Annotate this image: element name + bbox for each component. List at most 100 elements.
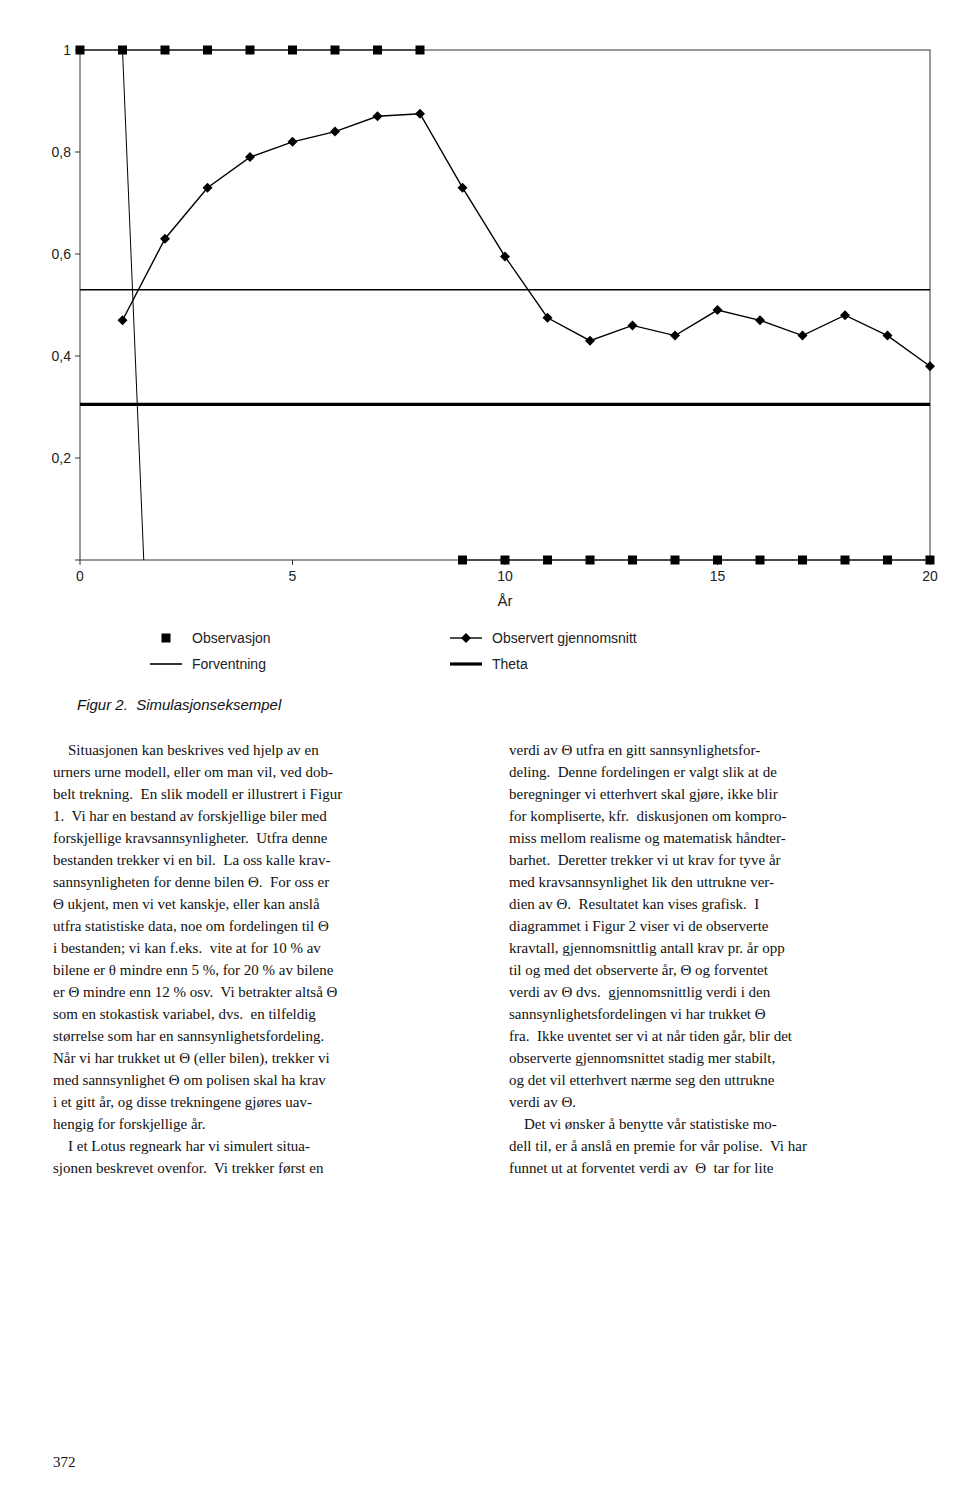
body-text-line: Når vi har trukket ut Θ (eller bilen), t…	[53, 1050, 330, 1067]
y-tick-label: 0,2	[52, 450, 72, 466]
point	[331, 46, 340, 55]
body-text-line: belt trekning. En slik modell er illustr…	[53, 786, 342, 802]
body-text-line: størrelse som har en sannsynlighetsforde…	[53, 1028, 324, 1044]
body-text-line: verdi av Θ.	[509, 1094, 576, 1110]
body-text-line: med sannsynlighet Θ om polisen skal ha k…	[53, 1072, 326, 1088]
body-text-line: beregninger vi etterhvert skal gjøre, ik…	[509, 786, 778, 802]
point	[585, 336, 595, 346]
body-text-line: funnet ut at forventet verdi av Θ tar fo…	[509, 1160, 774, 1176]
y-tick-label: 0,8	[52, 144, 72, 160]
x-tick-label: 5	[289, 568, 297, 584]
point	[203, 183, 213, 193]
point	[671, 556, 680, 565]
legend-item: Observasjon	[162, 630, 271, 646]
x-tick	[292, 560, 293, 565]
point	[330, 127, 340, 137]
point	[416, 46, 425, 55]
point	[755, 315, 765, 325]
point	[76, 46, 85, 55]
body-text-line: diagrammet i Figur 2 viser vi de observe…	[509, 918, 769, 934]
point	[543, 313, 553, 323]
point	[160, 234, 170, 244]
point	[798, 556, 807, 565]
body-text-line: miss mellom realisme og matematisk håndt…	[509, 830, 786, 846]
body-text-line: Det vi ønsker å benytte vår statistiske …	[509, 1116, 777, 1132]
body-text-line: i bestanden; vi kan f.eks. vite at for 1…	[53, 940, 321, 956]
body-text-line: I et Lotus regneark har vi simulert situ…	[53, 1138, 310, 1154]
x-tick-label: 20	[922, 568, 938, 584]
x-tick-label: 15	[710, 568, 726, 584]
point	[883, 331, 893, 341]
body-text-line: kravtall, gjennomsnittlig antall krav pr…	[509, 940, 785, 956]
point	[713, 305, 723, 315]
body-text-line: til og med det observerte år, Θ og forve…	[509, 962, 769, 978]
body-text-line: verdi av Θ dvs. gjennomsnittlig verdi i …	[509, 984, 771, 1000]
body-text-line: og det vil etterhvert nærme seg den uttr…	[509, 1072, 775, 1088]
figure-caption: Figur 2. Simulasjonseksempel	[77, 696, 282, 713]
point	[756, 556, 765, 565]
point	[798, 331, 808, 341]
point	[245, 152, 255, 162]
point	[586, 556, 595, 565]
point	[415, 109, 425, 119]
point	[118, 315, 128, 325]
body-text-line: i et gitt år, og disse trekningene gjøre…	[53, 1094, 312, 1110]
body-text-line: dien av Θ. Resultatet kan vises grafisk.…	[509, 896, 759, 912]
x-tick-label: 0	[76, 568, 84, 584]
legend-swatch	[450, 662, 482, 665]
body-text-line: sannsynligheten for denne bilen Θ. For o…	[53, 874, 329, 890]
legend-label: Observasjon	[192, 630, 271, 646]
body-text-line: sannsynlighetsfordelingen vi har trukket…	[509, 1006, 766, 1022]
body-text-line: bilene er θ mindre enn 5 %, for 20 % av …	[53, 962, 334, 978]
body-text-line: med kravsannsynlighet lik den uttrukne v…	[509, 874, 774, 890]
body-column: Situasjonen kan beskrives ved hjelp av e…	[53, 742, 342, 1176]
body-column: verdi av Θ utfra en gitt sannsynlighetsf…	[509, 742, 807, 1176]
y-tick	[75, 356, 80, 357]
y-tick	[75, 560, 80, 561]
plot-frame	[80, 50, 930, 560]
body-text-line: deling. Denne fordelingen er valgt slik …	[509, 764, 777, 780]
page-number: 372	[53, 1454, 76, 1470]
body-text-line: fra. Ikke uventet ser vi at når tiden gå…	[509, 1028, 793, 1044]
body-text-line: dell til, er å anslå en premie for vår p…	[509, 1138, 807, 1154]
y-tick-label: 0,4	[52, 348, 72, 364]
y-tick	[75, 254, 80, 255]
point	[373, 111, 383, 121]
point	[458, 183, 468, 193]
body-text-line: Situasjonen kan beskrives ved hjelp av e…	[53, 742, 319, 758]
point	[840, 310, 850, 320]
point	[288, 46, 297, 55]
point	[118, 46, 127, 55]
point	[373, 46, 382, 55]
point	[841, 556, 850, 565]
body-text-line: sjonen beskrevet ovenfor. Vi trekker før…	[53, 1160, 324, 1176]
point	[883, 556, 892, 565]
body-text-line: urners urne modell, eller om man vil, ve…	[53, 764, 333, 780]
body-text-line: verdi av Θ utfra en gitt sannsynlighetsf…	[509, 742, 760, 758]
page: 051015200,20,40,60,81ÅrObservasjonObserv…	[0, 0, 960, 1489]
legend-swatch	[150, 663, 182, 665]
point	[246, 46, 255, 55]
point	[161, 46, 170, 55]
point	[628, 556, 637, 565]
y-tick	[75, 152, 80, 153]
point	[543, 556, 552, 565]
legend-marker	[461, 633, 471, 643]
legend-label: Theta	[492, 656, 528, 672]
x-tick	[80, 560, 81, 565]
legend: ObservasjonObservert gjennomsnittForvent…	[150, 630, 637, 672]
legend-label: Forventning	[192, 656, 266, 672]
point	[458, 556, 467, 565]
body-text-line: er Θ mindre enn 12 % osv. Vi betrakter a…	[53, 984, 338, 1000]
body-text-line: bestanden trekker vi en bil. La oss kall…	[53, 852, 330, 868]
point	[628, 320, 638, 330]
x-axis-label: År	[498, 592, 513, 609]
point	[670, 331, 680, 341]
point	[203, 46, 212, 55]
legend-item: Forventning	[150, 656, 266, 672]
point	[925, 361, 935, 371]
body-text-line: barhet. Deretter trekker vi ut krav for …	[509, 852, 781, 868]
y-tick	[75, 458, 80, 459]
hline	[80, 289, 930, 291]
body-text-line: utfra statistiske data, noe om fordeling…	[53, 918, 329, 934]
